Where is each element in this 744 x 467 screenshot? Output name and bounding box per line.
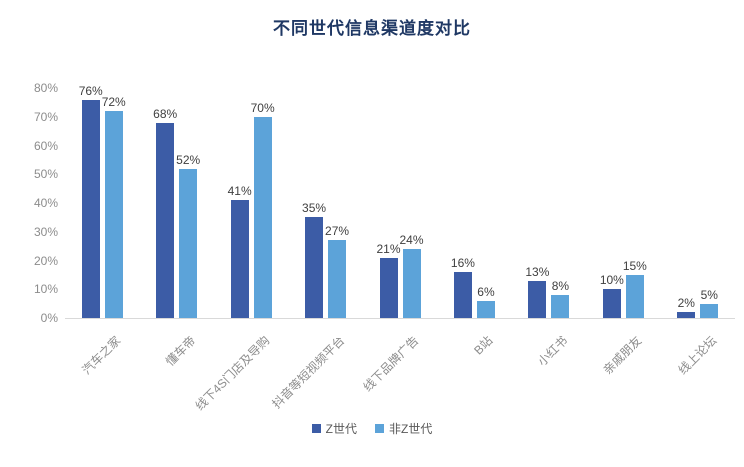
plot-area: 76% 72% 汽车之家 68% 52% 懂车帝 41% 70% 线下4S门店及导购 35% 27%…: [65, 84, 735, 413]
bar-slot: 15%: [622, 88, 647, 318]
bar-value-label: 15%: [622, 258, 647, 273]
bar-slot: 21%: [376, 88, 401, 318]
legend-swatch-icon: [375, 424, 384, 433]
bar-slot: 16%: [450, 88, 475, 318]
x-axis-label: 线下品牌广告: [360, 333, 422, 395]
bar-group: 68% 52%: [153, 88, 201, 318]
bar-value-label: 27%: [325, 224, 350, 239]
bar-group: 76% 72%: [79, 84, 126, 318]
legend-swatch-icon: [311, 424, 321, 433]
bar-gen-z: [230, 200, 249, 318]
x-axis-label: 线下4S门店及导购: [192, 333, 273, 414]
bar-group: 35% 27%: [302, 88, 350, 318]
bar-slot: 6%: [476, 88, 495, 318]
bar-slot: 68%: [153, 88, 178, 318]
bar-group: 16% 6%: [450, 88, 495, 318]
bar-value-label: 16%: [450, 256, 475, 270]
bar-slot: 27%: [325, 88, 350, 318]
bar-non-gen-z: [625, 274, 644, 318]
bar-value-label: 52%: [176, 152, 201, 167]
bar-value-label: 24%: [399, 233, 424, 247]
bar-non-gen-z: [104, 111, 123, 318]
bar-non-gen-z: [551, 295, 570, 318]
bar-group: 10% 15%: [599, 88, 647, 318]
bar-value-label: 5%: [700, 287, 718, 302]
legend-label: Z世代: [325, 422, 357, 436]
y-axis-label: 50%: [33, 167, 58, 182]
bar-group: 41% 70%: [227, 88, 275, 318]
y-axis-label: 80%: [33, 81, 58, 95]
bar-gen-z: [602, 289, 621, 318]
x-axis-label: 汽车之家: [79, 333, 124, 378]
bar-non-gen-z: [253, 116, 272, 318]
bar-slot: 8%: [551, 88, 570, 318]
bar-gen-z: [81, 99, 100, 318]
legend-label: 非Z世代: [389, 422, 433, 436]
bar-non-gen-z: [700, 303, 719, 318]
bar-value-label: 76%: [78, 83, 103, 98]
y-axis-label: 0%: [40, 311, 58, 325]
y-axis-label: 30%: [33, 224, 58, 239]
bar-slot: 2%: [677, 88, 696, 318]
bar-slot: 41%: [227, 88, 252, 318]
bar-value-label: 70%: [250, 100, 275, 115]
legend: Z世代 非Z世代: [0, 420, 744, 437]
y-axis-label: 20%: [33, 253, 58, 268]
bar-slot: 5%: [700, 88, 719, 318]
bar-gen-z: [379, 257, 398, 318]
bar-slot: 35%: [302, 88, 327, 318]
bar-slot: 70%: [250, 88, 275, 318]
bar-value-label: 13%: [525, 264, 550, 279]
bar-gen-z: [677, 312, 696, 318]
legend-item-non-gen-z: 非Z世代: [375, 420, 432, 437]
bar-value-label: 8%: [551, 279, 570, 293]
x-axis-label: 亲戚朋友: [600, 333, 645, 378]
bar-gen-z: [156, 122, 175, 318]
bar-value-label: 35%: [302, 201, 327, 216]
bar-slot: 72%: [101, 88, 126, 318]
bar-gen-z: [453, 272, 472, 318]
legend-item-gen-z: Z世代: [311, 420, 357, 437]
x-axis-label: 线上论坛: [675, 333, 720, 378]
bar-value-label: 68%: [153, 106, 178, 121]
x-axis-label: 抖音等短视频平台: [269, 333, 347, 412]
bar-non-gen-z: [328, 240, 347, 318]
x-axis-label: B站: [471, 333, 496, 358]
bar-value-label: 6%: [477, 284, 495, 299]
y-axis: 0% 10% 20% 30% 40% 50% 60% 70% 80%: [0, 81, 58, 325]
bar-slot: 13%: [525, 88, 550, 318]
bar-slot: 10%: [599, 88, 624, 318]
bar-value-label: 2%: [677, 296, 695, 311]
bar-gen-z: [305, 217, 324, 318]
bar-value-label: 21%: [376, 241, 401, 256]
bar-slot: 52%: [176, 88, 201, 318]
bar-slot: 24%: [399, 88, 424, 318]
bar-value-label: 41%: [227, 184, 252, 199]
bar-group: 21% 24%: [376, 88, 424, 318]
bar-gen-z: [528, 280, 547, 318]
bar-group: 13% 8%: [525, 88, 570, 318]
y-axis-label: 70%: [33, 109, 58, 124]
bar-slot: 76%: [79, 84, 103, 318]
y-axis-label: 40%: [33, 196, 58, 210]
bar-non-gen-z: [402, 249, 421, 318]
y-axis-label: 60%: [33, 138, 58, 153]
bar-value-label: 10%: [599, 273, 624, 288]
bar-non-gen-z: [476, 300, 495, 318]
y-axis-label: 10%: [33, 282, 58, 297]
x-axis-label: 小红书: [534, 333, 571, 369]
bar-value-label: 72%: [101, 95, 126, 109]
chart-title: 不同世代信息渠道度对比: [273, 19, 471, 38]
bar-non-gen-z: [179, 168, 198, 318]
x-axis-label: 懂车帝: [162, 333, 198, 369]
bar-group: 2% 5%: [677, 88, 719, 318]
